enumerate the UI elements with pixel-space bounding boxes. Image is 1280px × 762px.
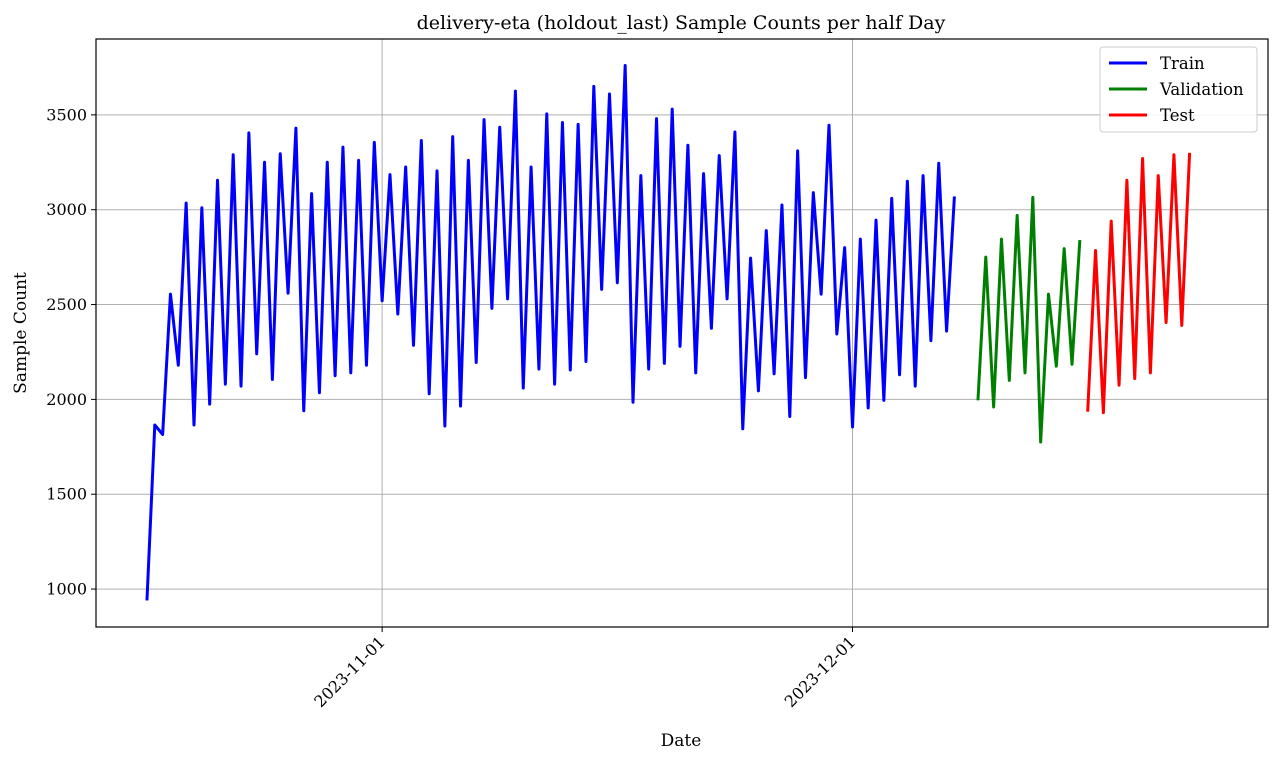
plot-frame: [95, 38, 1269, 628]
series-line-validation: [976, 195, 1082, 444]
legend-label-train: Train: [1160, 54, 1205, 73]
legend-label-validation: Validation: [1159, 80, 1244, 99]
series-line-test: [1086, 152, 1192, 415]
chart-title: delivery-eta (holdout_last) Sample Count…: [417, 12, 946, 34]
y-tick-label: 1000: [46, 580, 87, 599]
y-axis-label: Sample Count: [11, 272, 31, 394]
y-tick-label: 3000: [46, 200, 87, 219]
x-tick-label: 2023-12-01: [781, 632, 860, 711]
legend-box: [1099, 46, 1258, 133]
legend: Train Validation Test: [1099, 46, 1258, 133]
y-tick-label: 2500: [46, 295, 87, 314]
y-tick-label: 1500: [46, 485, 87, 504]
y-tick-label: 2000: [46, 390, 87, 409]
x-tick-label: 2023-11-01: [310, 632, 389, 711]
legend-label-test: Test: [1160, 106, 1195, 125]
series-lines: [145, 64, 1192, 601]
series-line-train: [145, 64, 956, 601]
y-tick-label: 3500: [46, 105, 87, 124]
x-axis-label: Date: [661, 731, 702, 751]
